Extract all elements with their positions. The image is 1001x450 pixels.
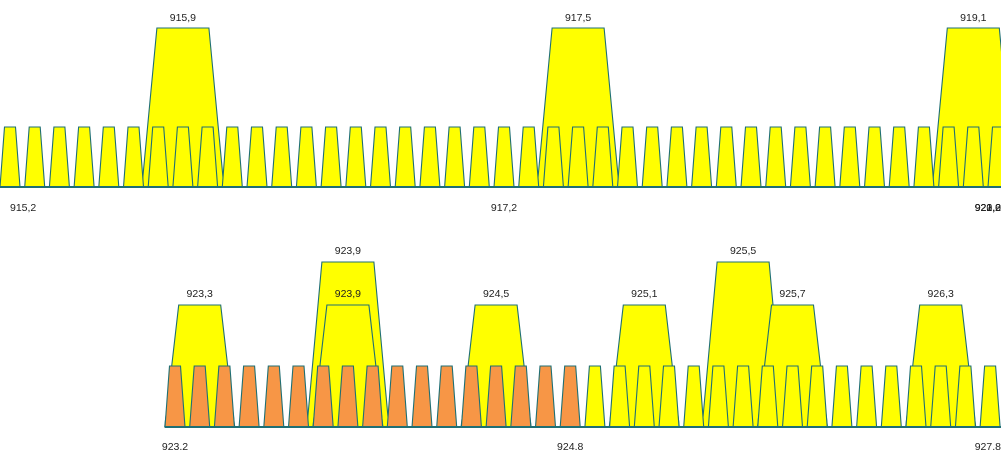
frequency-label: 927,8 — [975, 441, 1001, 450]
narrow-channel-occupied — [386, 365, 408, 428]
narrow-channel — [246, 126, 268, 188]
channel-label: 925,1 — [631, 288, 657, 300]
narrow-channel — [345, 126, 367, 188]
narrow-channel — [683, 365, 705, 428]
narrow-channel — [518, 126, 540, 188]
narrow-channel — [765, 126, 787, 188]
narrow-channel — [468, 126, 490, 188]
narrow-channel — [979, 365, 1001, 428]
narrow-channel — [888, 126, 910, 188]
narrow-channel — [814, 126, 836, 188]
narrow-channel — [98, 126, 120, 188]
frequency-label: 921,6 — [975, 202, 1001, 214]
narrow-channel — [444, 126, 466, 188]
frequency-label: 917,2 — [491, 202, 517, 214]
narrow-channel-occupied — [263, 365, 285, 428]
row-923-927: 923,9925,5927,1923,3923,9924,5925,1925,7… — [162, 245, 1001, 450]
narrow-channel — [73, 126, 95, 188]
narrow-channel — [616, 126, 639, 188]
narrow-channel — [48, 126, 70, 188]
narrow-channel — [715, 126, 737, 188]
narrow-channel — [839, 126, 861, 188]
narrow-channel-occupied — [436, 365, 458, 428]
narrow-channel — [856, 365, 878, 428]
channel-label: 924,5 — [483, 288, 509, 300]
narrow-channel — [369, 126, 392, 188]
narrow-channel — [419, 126, 441, 188]
narrow-channel — [863, 126, 886, 188]
narrow-channel — [295, 126, 317, 188]
channel-label: 925,7 — [779, 288, 805, 300]
narrow-channel — [493, 126, 515, 188]
narrow-channel — [0, 126, 21, 188]
narrow-channel — [320, 126, 342, 188]
frequency-label: 922,2 — [975, 202, 1001, 214]
narrow-channel — [641, 126, 663, 188]
narrow-channel — [987, 126, 1001, 188]
channel-label: 915,9 — [170, 12, 196, 24]
channel-label: 919,1 — [960, 12, 986, 24]
row-915-923: 915,9917,5919,1920,7922,3920,3920,9921,5… — [0, 12, 1001, 214]
frequency-label: 920,2 — [975, 202, 1001, 214]
narrow-channel — [666, 126, 688, 188]
narrow-channel — [394, 126, 416, 188]
frequency-label: 923,2 — [162, 441, 188, 450]
frequency-label: 915,2 — [10, 202, 36, 214]
narrow-channel — [221, 126, 243, 188]
narrow-channel — [584, 365, 606, 428]
narrow-channel-occupied — [411, 365, 433, 428]
channel-label: 917,5 — [565, 12, 591, 24]
narrow-channel — [740, 126, 762, 188]
narrow-channel-occupied — [287, 365, 310, 428]
narrow-channel — [691, 126, 713, 188]
narrow-channel-occupied — [559, 365, 581, 428]
narrow-channel-occupied — [238, 365, 260, 428]
narrow-channel — [789, 126, 811, 188]
narrow-channel — [271, 126, 293, 188]
channel-label: 926,3 — [928, 288, 954, 300]
narrow-channel-occupied — [534, 365, 557, 428]
channel-label: 925,5 — [730, 245, 756, 257]
channel-label: 923,9 — [335, 288, 361, 300]
narrow-channel — [831, 365, 853, 428]
channel-label: 923,3 — [187, 288, 213, 300]
channel-label: 923,9 — [335, 245, 361, 257]
frequency-label: 924,8 — [557, 441, 583, 450]
frequency-label: 923,0 — [975, 202, 1001, 214]
narrow-channel — [913, 126, 935, 188]
narrow-channel — [24, 126, 46, 188]
narrow-channel — [880, 365, 902, 428]
narrow-channel — [122, 126, 145, 188]
